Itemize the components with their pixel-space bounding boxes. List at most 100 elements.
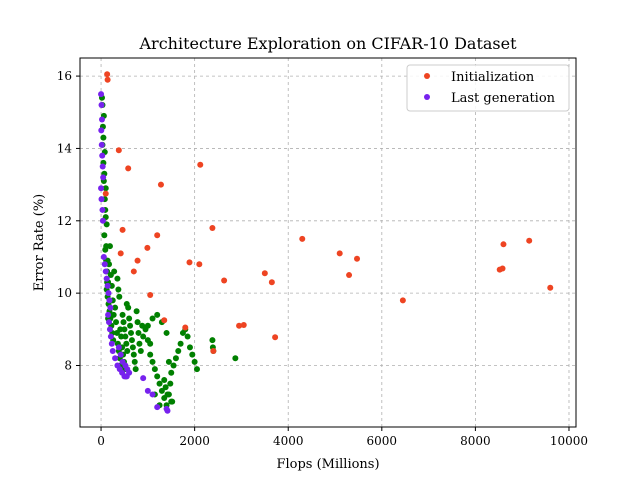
data-point-series-0: [147, 340, 154, 347]
data-point-initialization: [197, 161, 204, 168]
data-point-series-0: [101, 232, 108, 239]
points-layer: [98, 71, 554, 414]
series-last-generation: [98, 91, 171, 414]
data-point-series-0: [169, 398, 176, 405]
data-point-series-0: [165, 358, 172, 365]
data-point-series-0: [128, 329, 134, 336]
data-point-series-0: [111, 268, 118, 275]
data-point-series-0: [123, 340, 130, 347]
data-point-last-generation: [106, 297, 113, 304]
data-point-series-0: [140, 333, 147, 340]
data-point-series-0: [156, 380, 163, 387]
data-point-series-0: [209, 337, 216, 344]
data-point-initialization: [499, 265, 506, 272]
data-point-series-0: [147, 351, 154, 358]
data-point-initialization: [209, 225, 216, 232]
data-point-series-0: [114, 275, 121, 282]
data-point-initialization: [196, 261, 203, 268]
data-point-initialization: [154, 232, 161, 239]
data-point-last-generation: [98, 116, 105, 123]
series-initialization: [102, 71, 554, 355]
data-point-series-0: [154, 311, 161, 318]
data-point-last-generation: [112, 355, 119, 362]
data-point-initialization: [186, 259, 193, 266]
x-tick-label: 4000: [273, 434, 304, 448]
y-tick-label: 14: [57, 141, 73, 155]
data-point-last-generation: [104, 282, 111, 289]
data-point-series-0: [124, 348, 131, 355]
data-point-initialization: [547, 284, 554, 291]
data-point-initialization: [161, 317, 168, 324]
data-point-initialization: [221, 277, 228, 284]
x-tick-label: 6000: [367, 434, 398, 448]
y-tick-label: 8: [64, 359, 72, 373]
legend-marker-last-generation: [424, 94, 430, 100]
x-tick-label: 0: [97, 434, 105, 448]
y-tick-label: 10: [57, 286, 72, 300]
data-point-initialization: [115, 147, 122, 154]
data-point-series-0: [191, 358, 198, 365]
data-point-series-0: [127, 322, 134, 329]
data-point-series-0: [126, 315, 133, 322]
x-axis-label: Flops (Millions): [276, 457, 379, 472]
data-point-last-generation: [105, 311, 112, 318]
data-point-series-0: [162, 384, 169, 391]
data-point-initialization: [354, 255, 361, 262]
data-point-series-0: [133, 308, 140, 315]
data-point-last-generation: [98, 102, 105, 109]
data-point-series-0: [121, 326, 128, 333]
y-axis-label: Error Rate (%): [32, 194, 47, 291]
data-point-series-0: [186, 344, 193, 351]
plot-frame: [79, 57, 577, 428]
data-point-last-generation: [103, 275, 110, 282]
data-point-initialization: [272, 334, 279, 341]
data-point-series-0: [131, 358, 138, 365]
data-point-initialization: [147, 291, 154, 298]
data-point-series-0: [137, 348, 144, 355]
data-point-series-0: [115, 286, 122, 293]
data-point-last-generation: [98, 141, 105, 148]
data-point-series-0: [151, 366, 158, 373]
data-point-series-0: [149, 315, 156, 322]
data-point-series-0: [164, 391, 171, 398]
y-tick-label: 12: [57, 214, 72, 228]
data-point-series-0: [149, 358, 156, 365]
data-point-series-0: [132, 366, 139, 373]
legend: Initialization Last generation: [406, 64, 570, 112]
data-point-last-generation: [106, 326, 113, 333]
data-point-last-generation: [108, 340, 115, 347]
data-point-series-0: [158, 387, 165, 394]
data-point-series-0: [184, 333, 191, 340]
data-point-initialization: [346, 272, 353, 279]
y-tick-label: 16: [57, 69, 72, 83]
data-point-last-generation: [101, 261, 108, 268]
data-point-series-0: [129, 344, 136, 351]
legend-box: [406, 64, 570, 112]
data-point-last-generation: [107, 333, 114, 340]
legend-label-last-generation: Last generation: [451, 91, 556, 106]
data-point-series-0: [117, 326, 124, 333]
data-point-initialization: [240, 321, 247, 328]
data-point-last-generation: [154, 404, 161, 411]
data-point-initialization: [336, 250, 343, 257]
data-point-last-generation: [164, 407, 171, 414]
data-point-initialization: [119, 226, 126, 233]
data-point-last-generation: [109, 348, 116, 355]
data-point-series-0: [161, 376, 168, 383]
data-point-series-0: [170, 362, 177, 369]
data-point-last-generation: [144, 387, 151, 394]
data-point-initialization: [134, 257, 141, 264]
data-point-series-0: [128, 337, 135, 344]
data-point-series-0: [136, 340, 143, 347]
data-point-series-0: [103, 221, 110, 228]
data-point-last-generation: [105, 290, 112, 297]
chart-title: Architecture Exploration on CIFAR-10 Dat…: [138, 34, 517, 53]
legend-label-initialization: Initialization: [451, 70, 535, 85]
data-point-initialization: [117, 250, 124, 257]
data-point-series-0: [189, 351, 196, 358]
data-point-last-generation: [98, 127, 105, 134]
data-point-series-0: [154, 373, 161, 380]
data-point-last-generation: [99, 217, 106, 224]
data-point-initialization: [268, 279, 275, 286]
data-point-last-generation: [106, 319, 113, 326]
